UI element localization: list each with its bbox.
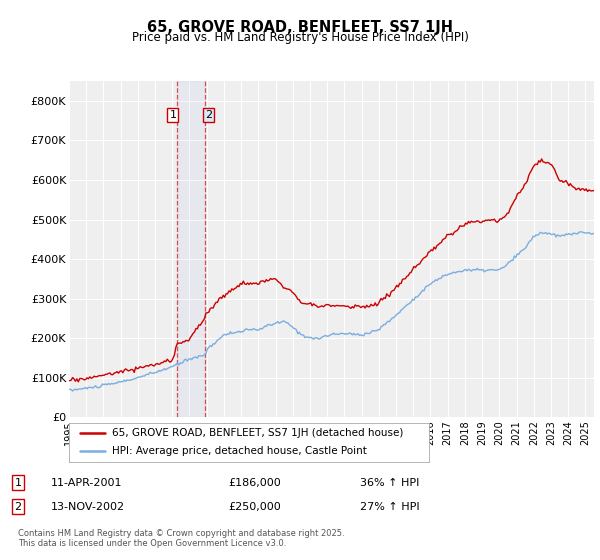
- Text: 11-APR-2001: 11-APR-2001: [51, 478, 122, 488]
- Text: 1: 1: [169, 110, 176, 120]
- Text: Contains HM Land Registry data © Crown copyright and database right 2025.
This d: Contains HM Land Registry data © Crown c…: [18, 529, 344, 548]
- Text: £250,000: £250,000: [228, 502, 281, 512]
- Text: 2: 2: [205, 110, 212, 120]
- Text: £186,000: £186,000: [228, 478, 281, 488]
- Text: 13-NOV-2002: 13-NOV-2002: [51, 502, 125, 512]
- Bar: [177, 81, 205, 417]
- Text: 36% ↑ HPI: 36% ↑ HPI: [360, 478, 419, 488]
- Text: 2: 2: [14, 502, 22, 512]
- Text: Price paid vs. HM Land Registry's House Price Index (HPI): Price paid vs. HM Land Registry's House …: [131, 31, 469, 44]
- Text: 65, GROVE ROAD, BENFLEET, SS7 1JH: 65, GROVE ROAD, BENFLEET, SS7 1JH: [147, 20, 453, 35]
- Text: 65, GROVE ROAD, BENFLEET, SS7 1JH (detached house): 65, GROVE ROAD, BENFLEET, SS7 1JH (detac…: [112, 428, 404, 438]
- Text: 27% ↑ HPI: 27% ↑ HPI: [360, 502, 419, 512]
- Text: 1: 1: [14, 478, 22, 488]
- Text: HPI: Average price, detached house, Castle Point: HPI: Average price, detached house, Cast…: [112, 446, 367, 456]
